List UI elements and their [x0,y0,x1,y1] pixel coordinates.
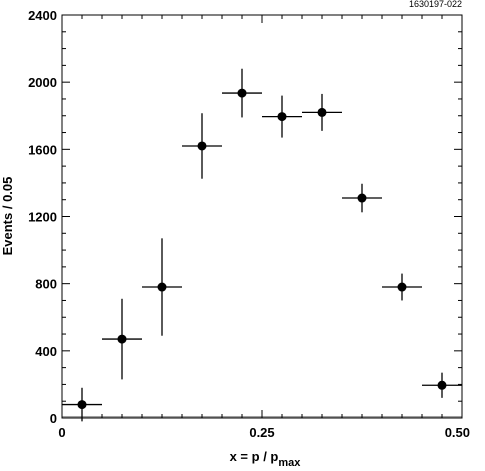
x-tick-labels: 0 0.25 0.50 [58,425,470,440]
data-points [62,68,462,422]
data-point [422,372,462,398]
data-marker [197,141,207,151]
data-point [102,298,142,380]
data-marker [117,334,127,344]
data-marker [77,400,87,410]
data-marker [397,282,407,292]
data-marker [277,112,287,122]
y-tick-label: 400 [35,344,57,359]
y-axis-title: Events / 0.05 [0,177,15,256]
x-axis-title: x = p / pmax [230,449,302,469]
data-marker [357,193,367,203]
y-tick-label: 2400 [28,8,57,23]
data-marker [157,282,167,292]
data-point [182,113,222,179]
x-axis-title-main: x = p / p [230,449,279,464]
y-tick-label: 1600 [28,142,57,157]
data-point [342,183,382,213]
y-tick-label: 2000 [28,75,57,90]
y-tick-labels: 0 400 800 1200 1600 2000 2400 [28,8,57,426]
data-point [262,95,302,138]
data-point [142,238,182,336]
data-point [302,93,342,131]
x-tick-label: 0.50 [445,425,470,440]
x-ticks [61,15,463,418]
data-point [382,273,422,301]
x-tick-label: 0.25 [249,425,274,440]
x-tick-label: 0 [58,425,65,440]
data-marker [317,107,327,117]
y-ticks [62,14,462,419]
figure-id: 1630197-022 [409,0,462,9]
y-tick-label: 0 [50,411,57,426]
data-point [222,68,262,118]
data-marker [437,380,447,390]
y-tick-label: 1200 [28,210,57,225]
data-marker [237,88,247,98]
y-tick-label: 800 [35,277,57,292]
x-axis-title-subscript: max [278,457,301,469]
data-point [62,387,102,422]
